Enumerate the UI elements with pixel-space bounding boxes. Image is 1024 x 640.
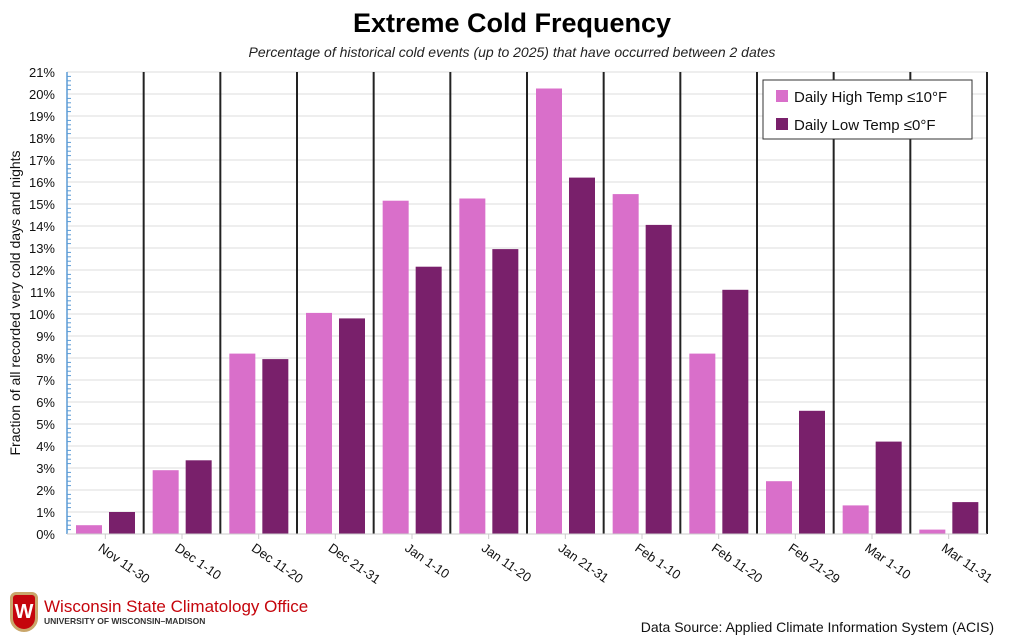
y-tick-label: 19% xyxy=(29,109,55,124)
bar-low xyxy=(262,359,289,534)
bar-low xyxy=(569,177,595,534)
x-tick-label: Feb 11-20 xyxy=(709,540,765,586)
y-tick-label: 18% xyxy=(29,131,55,146)
y-tick-label: 15% xyxy=(29,197,55,212)
bar-low xyxy=(875,441,902,534)
y-tick-label: 3% xyxy=(36,461,55,476)
x-tick-label: Jan 11-20 xyxy=(479,540,534,585)
y-tick-label: 10% xyxy=(29,307,55,322)
chart-subtitle: Percentage of historical cold events (up… xyxy=(248,44,776,60)
bar-high xyxy=(306,312,332,534)
y-tick-label: 16% xyxy=(29,175,55,190)
legend-box xyxy=(762,79,973,140)
org-name: Wisconsin State Climatology Office xyxy=(44,597,309,616)
wsco-logo: W Wisconsin State Climatology Office UNI… xyxy=(10,592,308,632)
x-tick-label: Dec 1-10 xyxy=(172,540,224,583)
y-tick-label: 0% xyxy=(36,527,55,542)
y-tick-label: 17% xyxy=(29,153,55,168)
bar-high xyxy=(152,470,179,534)
bar-high xyxy=(229,353,256,534)
bar-low xyxy=(339,318,365,534)
bar-low xyxy=(185,460,212,534)
y-tick-label: 6% xyxy=(36,395,55,410)
y-tick-label: 2% xyxy=(36,483,55,498)
y-tick-label: 4% xyxy=(36,439,55,454)
bar-high xyxy=(689,353,716,534)
chart-title: Extreme Cold Frequency xyxy=(352,8,672,38)
uw-crest-icon: W xyxy=(10,592,38,632)
x-tick-label: Dec 21-31 xyxy=(326,540,384,587)
legend-label: Daily High Temp ≤10°F xyxy=(794,89,947,106)
y-tick-label: 20% xyxy=(29,87,55,102)
y-tick-label: 5% xyxy=(36,417,55,432)
y-tick-label: 13% xyxy=(29,241,55,256)
bar-low xyxy=(415,266,442,534)
x-tick-label: Mar 11-31 xyxy=(939,540,995,586)
data-source: Data Source: Applied Climate Information… xyxy=(640,619,994,635)
legend-swatch xyxy=(776,118,788,130)
bar-high xyxy=(842,505,869,534)
bar-high xyxy=(459,198,486,534)
bar-low xyxy=(492,249,519,534)
y-tick-label: 9% xyxy=(36,329,55,344)
bar-low xyxy=(645,224,672,534)
bar-low xyxy=(799,410,825,534)
bar-high xyxy=(76,525,102,534)
bar-low xyxy=(722,289,749,534)
x-tick-label: Jan 1-10 xyxy=(402,540,452,581)
x-tick-label: Mar 1-10 xyxy=(862,540,913,582)
y-tick-label: 1% xyxy=(36,505,55,520)
x-tick-label: Dec 11-20 xyxy=(249,540,306,586)
y-tick-label: 8% xyxy=(36,351,55,366)
legend-swatch xyxy=(776,90,788,102)
bar-high xyxy=(536,88,562,534)
y-axis-label: Fraction of all recorded very cold days … xyxy=(7,150,23,455)
y-tick-label: 11% xyxy=(30,285,55,300)
bar-high xyxy=(382,200,409,534)
bar-low xyxy=(952,502,979,534)
bar-high xyxy=(919,529,946,534)
x-tick-label: Feb 21-29 xyxy=(786,540,843,586)
y-tick-label: 7% xyxy=(36,373,55,388)
x-tick-label: Jan 21-31 xyxy=(556,540,612,585)
x-tick-label: Feb 1-10 xyxy=(632,540,683,582)
x-tick-label: Nov 11-30 xyxy=(96,540,153,586)
bar-high xyxy=(612,194,639,534)
y-tick-label: 12% xyxy=(29,263,55,278)
y-tick-label: 14% xyxy=(29,219,55,234)
bar-low xyxy=(109,512,135,534)
university-name: UNIVERSITY OF WISCONSIN–MADISON xyxy=(44,616,206,626)
y-tick-label: 21% xyxy=(29,65,55,80)
bar-high xyxy=(766,481,792,534)
legend-label: Daily Low Temp ≤0°F xyxy=(794,117,936,134)
